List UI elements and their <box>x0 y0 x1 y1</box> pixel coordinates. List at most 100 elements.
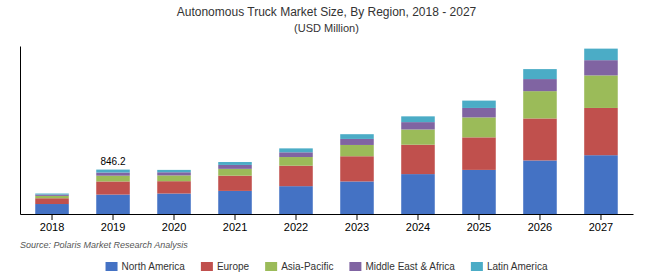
bar <box>96 195 130 214</box>
x-tick-label: 2025 <box>467 221 491 233</box>
x-tick: 2021 <box>223 214 247 233</box>
bar <box>96 170 130 173</box>
x-tick-mark <box>296 214 297 220</box>
chart: Autonomous Truck Market Size, By Region,… <box>0 0 653 278</box>
bar <box>157 175 191 181</box>
x-tick-mark <box>356 214 357 220</box>
bar <box>401 116 435 122</box>
x-tick: 2020 <box>162 214 186 233</box>
bar <box>35 195 69 196</box>
x-tick-label: 2026 <box>528 221 552 233</box>
x-tick-mark <box>417 214 418 220</box>
legend-item: North America <box>106 261 186 272</box>
x-tick: 2019 <box>101 214 125 233</box>
bar <box>462 108 496 117</box>
bar <box>584 75 618 108</box>
bar <box>96 173 130 176</box>
bar <box>340 181 374 214</box>
bar <box>462 117 496 137</box>
bar <box>157 194 191 214</box>
title: Autonomous Truck Market Size, By Region,… <box>177 5 477 19</box>
legend-swatch <box>471 262 483 271</box>
x-tick: 2018 <box>40 214 64 233</box>
plot: 2018 2019 2020 2021 2022 2023 2024 2025 2026 2027 <box>21 47 634 233</box>
legend-swatch <box>349 262 361 271</box>
x-tick-mark <box>478 214 479 220</box>
y-axis-line <box>20 47 21 215</box>
bar <box>584 108 618 155</box>
x-tick: 2022 <box>284 214 308 233</box>
bar <box>279 157 313 166</box>
bar <box>523 160 557 214</box>
y-axis <box>20 47 21 215</box>
legend-label: Latin America <box>487 261 548 272</box>
series <box>35 108 618 204</box>
bar <box>462 170 496 214</box>
bar <box>401 174 435 214</box>
x-tick: 2026 <box>528 214 552 233</box>
annotations: 846.2 Source: Polaris Market Research Ana… <box>20 156 188 250</box>
series <box>35 60 618 196</box>
x-tick-label: 2023 <box>345 221 369 233</box>
x-tick-label: 2022 <box>284 221 308 233</box>
subtitle: (USD Million) <box>294 22 359 34</box>
bar <box>401 129 435 144</box>
bar <box>157 170 191 172</box>
bar <box>279 166 313 186</box>
x-tick-label: 2021 <box>223 221 247 233</box>
bar <box>279 186 313 214</box>
x-axis: 2018 2019 2020 2021 2022 2023 2024 2025 2026 2027 <box>21 214 634 233</box>
bar <box>523 79 557 91</box>
legend-swatch <box>201 262 213 271</box>
bar <box>218 191 252 214</box>
legend-item: Europe <box>201 261 250 272</box>
x-tick: 2024 <box>406 214 430 233</box>
x-tick-label: 2020 <box>162 221 186 233</box>
series <box>35 49 618 195</box>
x-tick: 2025 <box>467 214 491 233</box>
bar <box>462 101 496 108</box>
bar <box>340 134 374 139</box>
x-tick-mark <box>600 214 601 220</box>
title-group: Autonomous Truck Market Size, By Region,… <box>177 5 477 34</box>
bar <box>523 91 557 118</box>
x-tick-mark <box>539 214 540 220</box>
bar <box>96 176 130 182</box>
x-tick-label: 2024 <box>406 221 430 233</box>
legend-label: Middle East & Africa <box>365 261 455 272</box>
legend: North America Europe Asia-Pacific Middle Ea… <box>106 261 548 272</box>
series <box>35 155 618 214</box>
x-tick-mark <box>52 214 53 220</box>
bar <box>523 69 557 79</box>
bar <box>35 196 69 198</box>
bar <box>279 148 313 152</box>
bar <box>157 181 191 193</box>
legend-label: Asia-Pacific <box>281 261 333 272</box>
bars <box>35 49 618 214</box>
bar <box>218 169 252 176</box>
legend-swatch <box>265 262 277 271</box>
bar <box>584 60 618 75</box>
bar <box>35 204 69 214</box>
source: Source: Polaris Market Research Analysis <box>20 240 188 250</box>
x-axis-line <box>21 214 634 215</box>
bar <box>401 145 435 174</box>
legend-swatch <box>106 262 118 271</box>
series <box>35 75 618 198</box>
bar <box>279 152 313 157</box>
legend-label: North America <box>122 261 186 272</box>
legend-item: Middle East & Africa <box>349 261 455 272</box>
bar <box>523 118 557 160</box>
legend-label: Europe <box>217 261 250 272</box>
bar <box>35 198 69 204</box>
bar <box>584 155 618 214</box>
bar <box>218 165 252 169</box>
x-tick-mark <box>113 214 114 220</box>
bar <box>401 122 435 129</box>
bar <box>340 139 374 145</box>
bar <box>340 156 374 181</box>
bar <box>218 162 252 165</box>
annotation: 846.2 <box>101 156 126 167</box>
bar <box>584 49 618 61</box>
x-tick: 2027 <box>589 214 613 233</box>
